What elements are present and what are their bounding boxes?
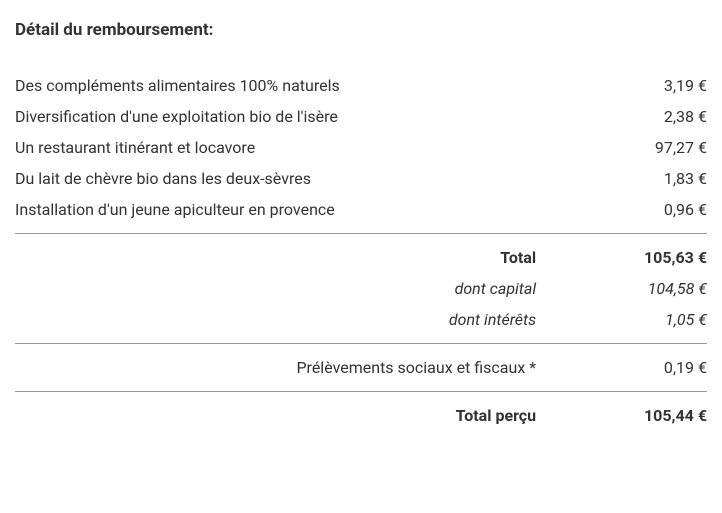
reimbursement-table: Des compléments alimentaires 100% nature… [15,70,707,431]
line-item-label: Installation d'un jeune apiculteur en pr… [15,194,566,225]
line-item: Un restaurant itinérant et locavore97,27… [15,132,707,163]
interest-amount: 1,05 € [566,304,707,335]
line-item: Des compléments alimentaires 100% nature… [15,70,707,101]
line-item-amount: 0,96 € [566,194,707,225]
line-item: Diversification d'une exploitation bio d… [15,101,707,132]
line-item: Installation d'un jeune apiculteur en pr… [15,194,707,225]
line-item-label: Du lait de chèvre bio dans les deux-sèvr… [15,163,566,194]
capital-amount: 104,58 € [566,273,707,304]
line-item-label: Des compléments alimentaires 100% nature… [15,70,566,101]
line-item-amount: 3,19 € [566,70,707,101]
line-item-amount: 1,83 € [566,163,707,194]
net-label: Total perçu [15,400,566,431]
total-label: Total [15,242,566,273]
net-row: Total perçu 105,44 € [15,400,707,431]
line-item-amount: 97,27 € [566,132,707,163]
tax-amount: 0,19 € [566,352,707,383]
interest-row: dont intérêts 1,05 € [15,304,707,335]
net-amount: 105,44 € [566,400,707,431]
line-item: Du lait de chèvre bio dans les deux-sèvr… [15,163,707,194]
section-title: Détail du remboursement: [15,20,707,40]
line-item-label: Un restaurant itinérant et locavore [15,132,566,163]
tax-label: Prélèvements sociaux et fiscaux * [15,352,566,383]
total-amount: 105,63 € [566,242,707,273]
total-row: Total 105,63 € [15,242,707,273]
capital-label: dont capital [15,273,566,304]
interest-label: dont intérêts [15,304,566,335]
tax-row: Prélèvements sociaux et fiscaux * 0,19 € [15,352,707,383]
line-item-label: Diversification d'une exploitation bio d… [15,101,566,132]
capital-row: dont capital 104,58 € [15,273,707,304]
line-item-amount: 2,38 € [566,101,707,132]
